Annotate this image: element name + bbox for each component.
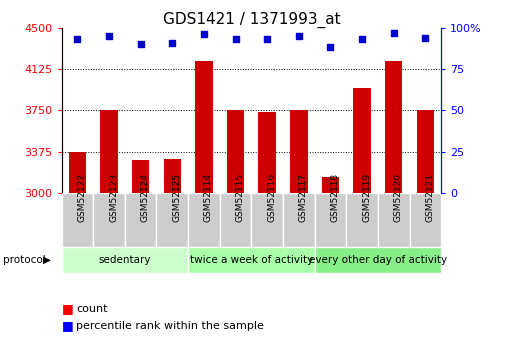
Text: GSM52124: GSM52124 bbox=[141, 173, 150, 222]
Bar bbox=[69, 152, 86, 193]
Text: GSM52122: GSM52122 bbox=[77, 173, 86, 222]
Bar bbox=[132, 160, 149, 193]
Text: GSM52114: GSM52114 bbox=[204, 173, 213, 222]
Bar bbox=[195, 61, 212, 193]
Text: ■: ■ bbox=[62, 302, 73, 315]
Point bbox=[358, 37, 366, 42]
Text: sedentary: sedentary bbox=[98, 255, 151, 265]
Bar bbox=[314, 193, 346, 247]
Bar bbox=[409, 193, 441, 247]
Text: GSM52121: GSM52121 bbox=[425, 173, 435, 222]
Point bbox=[389, 30, 398, 35]
Text: GSM52118: GSM52118 bbox=[330, 173, 340, 222]
Bar bbox=[101, 110, 117, 193]
Bar bbox=[353, 88, 371, 193]
Point bbox=[136, 41, 145, 47]
Text: protocol: protocol bbox=[3, 255, 45, 265]
Bar bbox=[322, 177, 339, 193]
Bar bbox=[346, 193, 378, 247]
Text: GSM52119: GSM52119 bbox=[362, 173, 371, 222]
Bar bbox=[220, 193, 251, 247]
Point bbox=[105, 33, 113, 39]
Point bbox=[73, 37, 82, 42]
Bar bbox=[385, 61, 402, 193]
Text: twice a week of activity: twice a week of activity bbox=[190, 255, 313, 265]
Point bbox=[200, 31, 208, 37]
Title: GDS1421 / 1371993_at: GDS1421 / 1371993_at bbox=[163, 11, 340, 28]
Text: ▶: ▶ bbox=[43, 255, 51, 265]
Bar bbox=[93, 193, 125, 247]
Text: GSM52120: GSM52120 bbox=[393, 173, 403, 222]
Bar bbox=[62, 247, 188, 273]
Bar bbox=[188, 247, 314, 273]
Text: ■: ■ bbox=[62, 319, 73, 333]
Bar bbox=[125, 193, 156, 247]
Point bbox=[326, 45, 334, 50]
Text: GSM52123: GSM52123 bbox=[109, 173, 118, 222]
Point bbox=[168, 40, 176, 45]
Point bbox=[421, 35, 429, 40]
Text: GSM52115: GSM52115 bbox=[235, 173, 245, 222]
Bar bbox=[251, 193, 283, 247]
Point bbox=[263, 37, 271, 42]
Text: GSM52125: GSM52125 bbox=[172, 173, 181, 222]
Text: GSM52116: GSM52116 bbox=[267, 173, 276, 222]
Bar bbox=[290, 110, 307, 193]
Point bbox=[231, 37, 240, 42]
Text: GSM52117: GSM52117 bbox=[299, 173, 308, 222]
Text: percentile rank within the sample: percentile rank within the sample bbox=[76, 321, 264, 331]
Bar bbox=[188, 193, 220, 247]
Bar bbox=[417, 110, 434, 193]
Bar bbox=[227, 110, 244, 193]
Bar bbox=[156, 193, 188, 247]
Bar bbox=[164, 159, 181, 193]
Bar bbox=[378, 193, 409, 247]
Point bbox=[294, 33, 303, 39]
Bar bbox=[283, 193, 314, 247]
Bar bbox=[62, 193, 93, 247]
Bar bbox=[259, 111, 276, 193]
Text: every other day of activity: every other day of activity bbox=[309, 255, 447, 265]
Text: count: count bbox=[76, 304, 107, 314]
Bar bbox=[314, 247, 441, 273]
